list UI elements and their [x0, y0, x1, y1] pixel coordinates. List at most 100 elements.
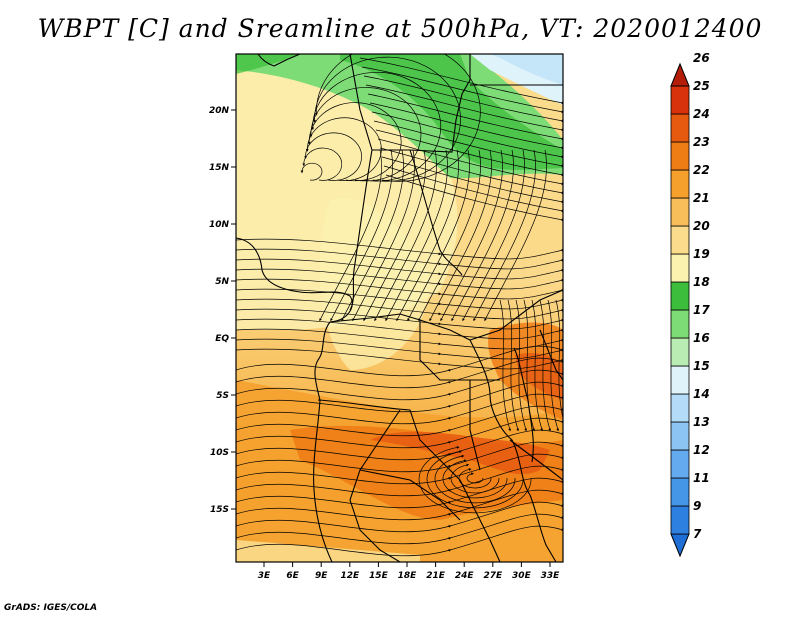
- streamline: [363, 75, 563, 123]
- streamline: [236, 441, 563, 473]
- colorbar-segment: [670, 141, 690, 171]
- streamline: [236, 238, 563, 260]
- streamline: [555, 299, 563, 420]
- latitude-axis: 20N 15N 10N 5N EQ 5S 10S 15S: [209, 106, 236, 515]
- streamline: [319, 149, 382, 322]
- colorbar-label: 16: [693, 331, 710, 345]
- colorbar-label: 22: [693, 163, 710, 177]
- streamline: [374, 149, 437, 322]
- colorbar-max-triangle: [670, 62, 690, 87]
- streamline: [458, 468, 492, 489]
- streamline: [300, 162, 323, 181]
- streamline: [236, 298, 563, 320]
- lat-tick-label: 5N: [215, 277, 229, 287]
- streamline: [473, 149, 536, 322]
- colorbar-segment: [670, 309, 690, 339]
- colorbar-segment: [670, 113, 690, 143]
- streamline: [396, 149, 459, 322]
- colorbar-segment: [670, 169, 690, 199]
- colorbar-segment: [670, 421, 690, 451]
- streamline: [236, 248, 563, 270]
- longitude-axis: 3E 6E 9E 12E 15E 18E 21E 24E 27E 30E 33E: [258, 562, 560, 581]
- colorbar-label: 24: [693, 107, 710, 121]
- streamline: [385, 174, 563, 222]
- streamline: [369, 102, 563, 150]
- streamline: [383, 165, 563, 213]
- colorbar-segment: [670, 197, 690, 227]
- lon-tick-label: 3E: [258, 571, 271, 581]
- streamline: [236, 465, 563, 497]
- streamline: [236, 381, 563, 413]
- streamline: [236, 513, 563, 545]
- colorbar-label: 12: [693, 443, 710, 457]
- colorbar-segment: [670, 253, 690, 283]
- streamline: [302, 147, 343, 181]
- streamline: [311, 71, 442, 182]
- streamline: [236, 357, 563, 389]
- streamline: [547, 299, 559, 432]
- streamline: [236, 318, 563, 340]
- streamline: [375, 129, 563, 177]
- colorbar-segment: [670, 477, 690, 507]
- streamline: [507, 299, 519, 432]
- streamline: [236, 345, 563, 377]
- streamline: [426, 450, 524, 509]
- lon-tick-label: 6E: [286, 571, 299, 581]
- streamline: [466, 472, 484, 484]
- streamline: [236, 525, 563, 557]
- colorbar: 7 9 11 12 13 14 15 16 17 18 19 20 21 22 23 24 25 26: [670, 51, 710, 558]
- streamline: [314, 54, 481, 182]
- streamline: [367, 93, 563, 141]
- lon-tick-label: 21E: [426, 571, 446, 581]
- streamline: [236, 453, 563, 485]
- colorbar-segment: [670, 449, 690, 479]
- streamline: [418, 446, 532, 514]
- colorbar-segment: [670, 393, 690, 423]
- colorbar-label: 7: [693, 527, 702, 541]
- lon-tick-label: 30E: [512, 571, 532, 581]
- streamline: [365, 84, 563, 132]
- streamline: [236, 405, 563, 437]
- colorbar-label: 20: [693, 219, 710, 233]
- streamline: [236, 477, 563, 509]
- colorbar-label: 18: [693, 275, 710, 289]
- lon-tick-label: 12E: [340, 571, 360, 581]
- grads-credit: GrADS: IGES/COLA: [4, 603, 98, 613]
- streamline: [236, 501, 563, 533]
- streamline: [309, 87, 422, 182]
- chart-title: WBPT [C] and Sreamline at 500hPa, VT: 20…: [37, 14, 763, 43]
- colorbar-label: 13: [693, 415, 710, 429]
- lon-tick-label: 18E: [398, 571, 418, 581]
- colorbar-segment: [670, 225, 690, 255]
- colorbar-label: 19: [693, 247, 710, 261]
- colorbar-label: 9: [693, 499, 701, 513]
- streamline: [236, 417, 563, 449]
- streamline: [236, 268, 563, 290]
- streamline: [539, 299, 551, 432]
- map-frame: [235, 53, 564, 563]
- streamline: [313, 56, 461, 182]
- colorbar-segment: [670, 85, 690, 115]
- streamline: [352, 149, 415, 322]
- streamline: [305, 117, 382, 181]
- lat-tick-label: 15N: [209, 163, 230, 173]
- streamline: [440, 149, 503, 322]
- colorbar-segment: [670, 365, 690, 395]
- streamline: [523, 299, 535, 432]
- colorbar-label: 15: [693, 359, 710, 373]
- colorbar-label: 14: [693, 387, 710, 401]
- streamline: [236, 288, 563, 310]
- colorbar-label: 25: [693, 79, 710, 93]
- colorbar-segment: [670, 505, 690, 535]
- colorbar-segment: [670, 337, 690, 367]
- streamline: [442, 459, 508, 499]
- streamline: [236, 489, 563, 521]
- lat-tick-label: 10S: [210, 448, 229, 458]
- streamline: [361, 66, 563, 114]
- streamline: [462, 149, 525, 322]
- streamline: [236, 258, 563, 280]
- streamline: [236, 369, 563, 401]
- streamline: [385, 149, 448, 322]
- colorbar-label: 21: [693, 191, 710, 205]
- streamline: [236, 308, 563, 330]
